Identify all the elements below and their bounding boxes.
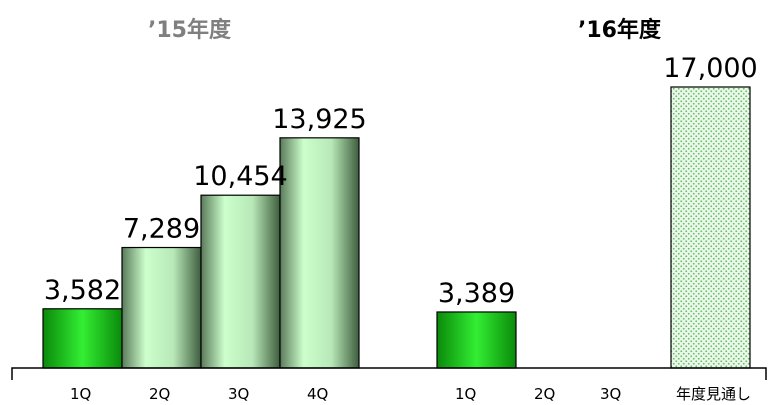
value-label: 3,389 — [438, 278, 515, 309]
bar-fy16-1 — [436, 311, 517, 369]
value-label: 10,454 — [193, 161, 287, 192]
tick-label: 2Q — [534, 385, 555, 403]
bar-fy15-2 — [121, 246, 202, 369]
value-label: 3,582 — [44, 275, 121, 306]
fy16-title: ’16年度 — [578, 18, 661, 43]
bar-fy16-4 — [670, 86, 751, 369]
tick-label: 年度見通し — [676, 385, 751, 403]
tick-label: 1Q — [455, 385, 476, 403]
bar-fy15-4 — [279, 137, 360, 369]
value-label: 13,925 — [272, 104, 366, 135]
tick-label: 3Q — [600, 385, 621, 403]
value-label: 7,289 — [123, 214, 200, 245]
bar-fy15-3 — [200, 194, 281, 369]
tick-label: 2Q — [149, 385, 170, 403]
value-label: 17,000 — [663, 53, 757, 84]
x-axis — [11, 367, 767, 380]
tick-label: 4Q — [307, 385, 328, 403]
tick-label: 3Q — [228, 385, 249, 403]
bar-fy15-1 — [42, 308, 123, 369]
fy15-title: ’15年度 — [148, 18, 231, 43]
tick-label: 1Q — [70, 385, 91, 403]
